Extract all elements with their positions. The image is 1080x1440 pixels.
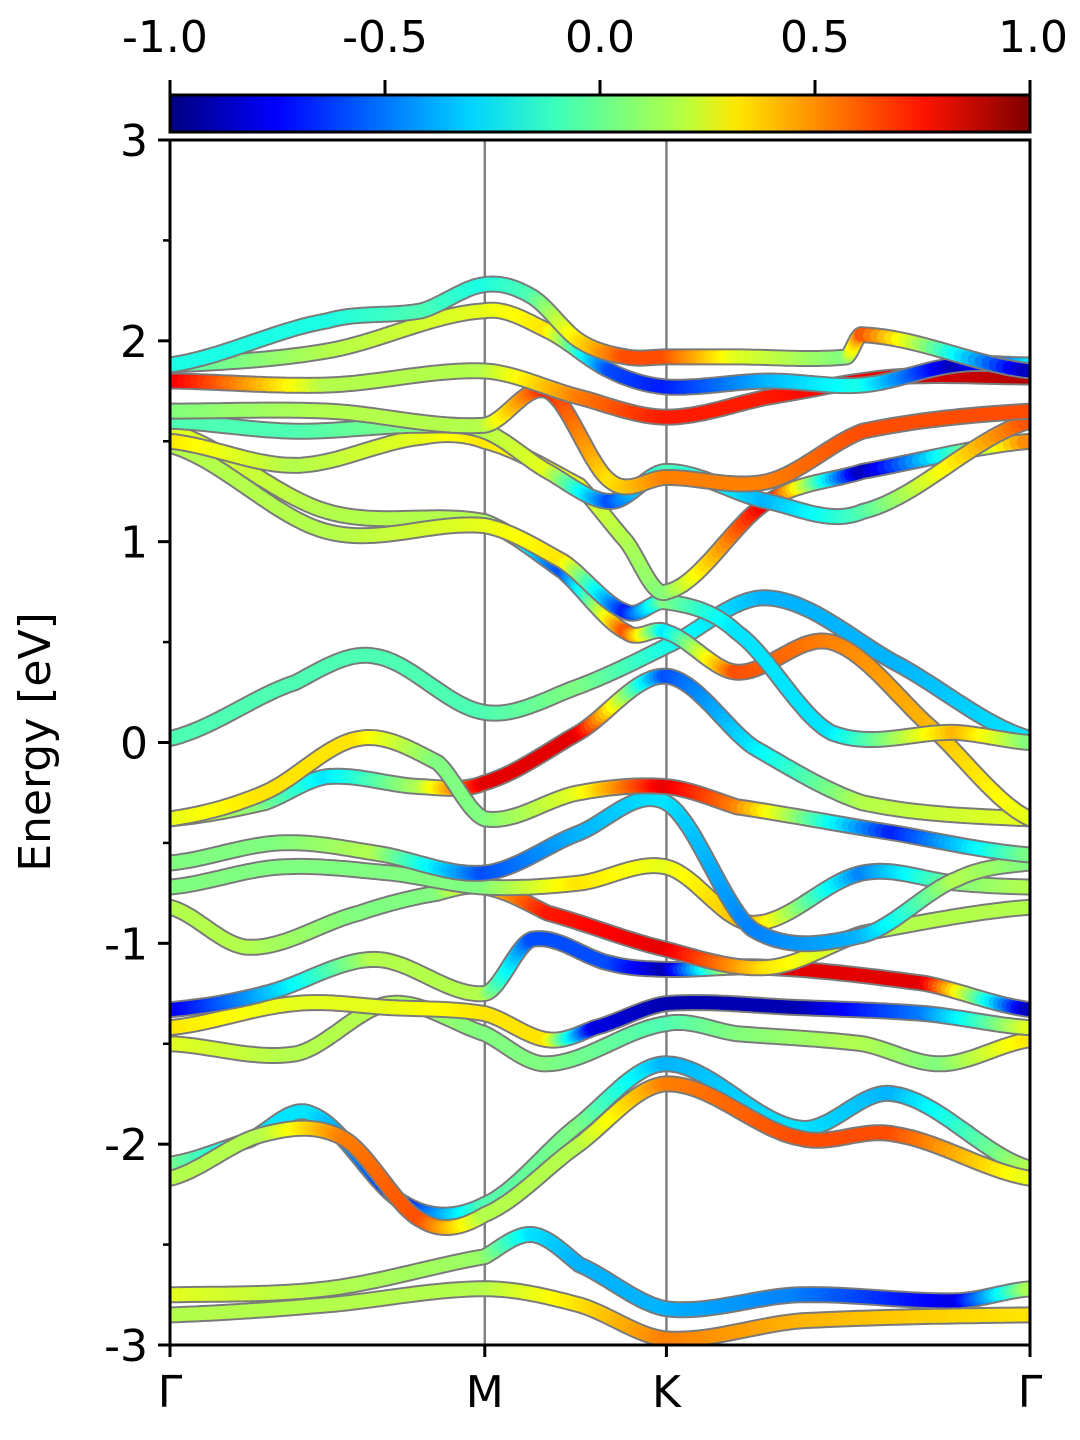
x-tick-label: K [652, 1367, 682, 1418]
colorbar-ticks: -1.0 -0.5 0.0 0.5 1.0 [122, 12, 1068, 95]
y-axis: -3 -2 -1 0 1 2 3 [104, 116, 170, 1372]
colorbar-tick-label: 0.0 [565, 12, 635, 63]
y-tick-label: 2 [120, 317, 148, 368]
colorbar: -1.0 -0.5 0.0 0.5 1.0 [122, 12, 1068, 134]
y-tick-label: -1 [104, 919, 148, 970]
band-5 [170, 994, 1030, 1073]
high-symmetry-lines [483, 140, 668, 1345]
band-10 [170, 790, 1030, 953]
y-axis-title: Energy [eV] [10, 612, 61, 872]
band-4 [170, 1075, 1030, 1236]
band-6 [170, 994, 1030, 1049]
x-tick-label: M [466, 1367, 504, 1418]
band-21 [170, 275, 1030, 380]
y-tick-label: 3 [120, 116, 148, 167]
band-12 [170, 729, 1030, 864]
band-2 [170, 1226, 1030, 1319]
y-tick-label: 0 [120, 719, 148, 770]
colorbar-tick-label: 0.5 [780, 12, 850, 63]
band-8 [170, 877, 1030, 977]
x-tick-label: Γ [158, 1367, 183, 1418]
colorbar-tick-label: -1.0 [122, 12, 208, 63]
y-tick-label: -2 [104, 1120, 148, 1171]
band-7 [170, 930, 1030, 1019]
y-tick-label: 1 [120, 518, 148, 569]
y-tick-label: -3 [104, 1321, 148, 1372]
band-1 [170, 1280, 1030, 1345]
band-9 [170, 857, 1030, 932]
colorbar-tick-label: -0.5 [342, 12, 428, 63]
plot-area: -3 -2 -1 0 1 2 3 Γ M K Γ Energy [eV] [10, 116, 1043, 1418]
band-14 [170, 422, 1030, 828]
band-lines [170, 275, 1030, 1345]
colorbar-tick-label: 1.0 [998, 12, 1068, 63]
colorbar-gradient [168, 93, 1032, 134]
x-tick-label: Γ [1018, 1367, 1043, 1418]
